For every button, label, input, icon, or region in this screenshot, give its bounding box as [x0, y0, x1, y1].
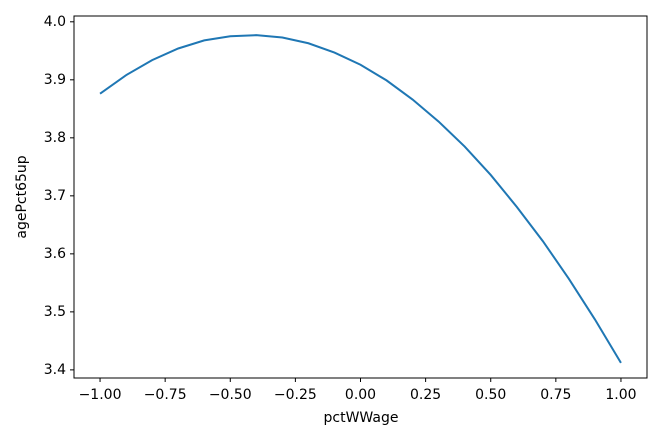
y-tick-label: 3.5 — [44, 304, 66, 320]
line — [99, 34, 622, 364]
x-tick-label: −0.75 — [144, 387, 187, 403]
y-axis-label: agePct65up — [14, 155, 30, 238]
x-tick-label: −0.25 — [274, 387, 317, 403]
y-tick-label: 4.0 — [44, 14, 66, 30]
x-tick-label: 0.75 — [540, 387, 571, 403]
x-tick-label: −0.50 — [209, 387, 252, 403]
x-tick-label: −1.00 — [79, 387, 122, 403]
y-tick-label: 3.7 — [44, 188, 66, 204]
x-tick-label: 1.00 — [605, 387, 636, 403]
x-tick-label: 0.00 — [345, 387, 376, 403]
y-tick-label: 3.9 — [44, 72, 66, 88]
y-tick-label: 3.4 — [44, 362, 66, 378]
x-axis-label: pctWWage — [324, 410, 399, 426]
x-tick-label: 0.25 — [410, 387, 441, 403]
plot-frame — [73, 15, 648, 379]
y-tick-label: 3.8 — [44, 130, 66, 146]
x-tick-label: 0.50 — [475, 387, 506, 403]
y-tick-label: 3.6 — [44, 246, 66, 262]
